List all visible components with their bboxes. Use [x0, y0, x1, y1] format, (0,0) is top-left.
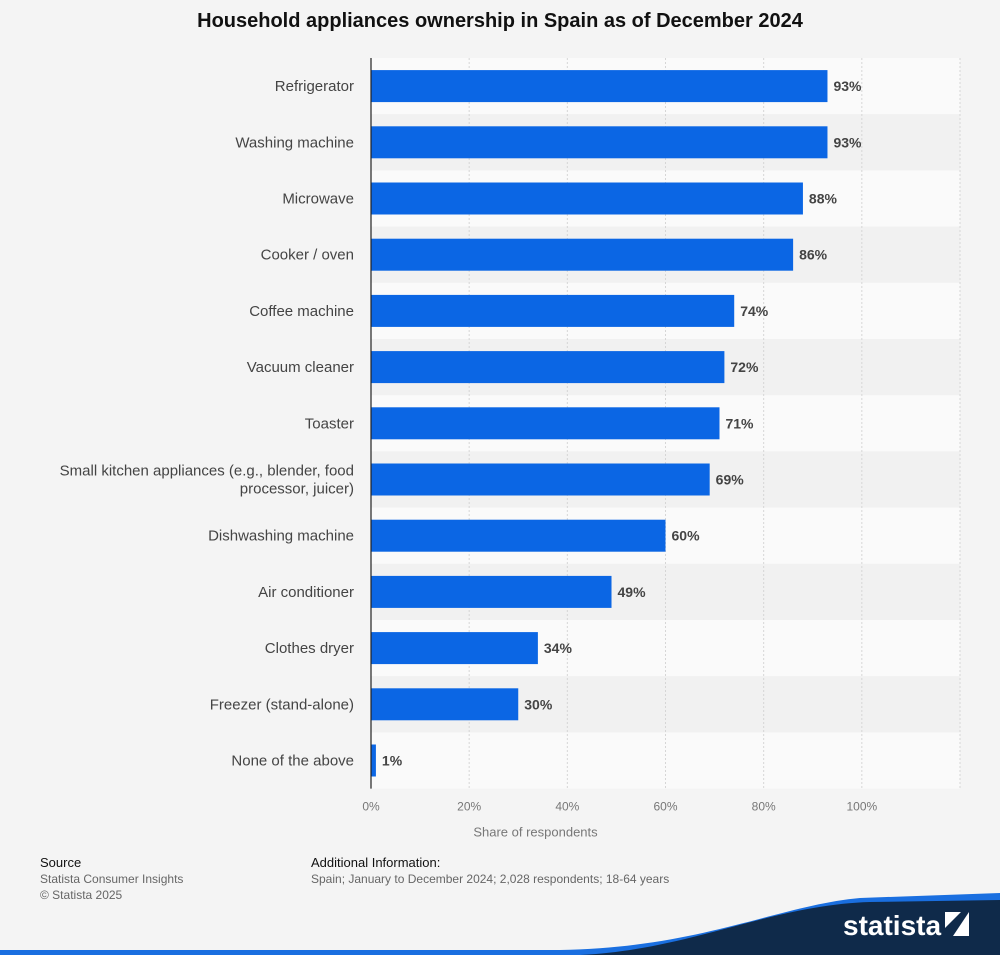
category-label: None of the above	[231, 753, 354, 770]
category-labels: Refrigerator Washing machine Microwave Cook…	[60, 78, 354, 769]
category-label: Refrigerator	[275, 78, 354, 95]
statista-logo-text[interactable]: statista	[843, 910, 941, 941]
value-label: 88%	[809, 191, 838, 207]
category-label: Freezer (stand-alone)	[210, 696, 354, 713]
category-label: Small kitchen appliances (e.g., blender,…	[60, 463, 354, 498]
additional-info-heading: Additional Information:	[311, 855, 441, 870]
x-tick-label: 20%	[457, 800, 481, 814]
value-label: 93%	[833, 134, 862, 150]
x-tick-label: 0%	[362, 800, 380, 814]
chart-title: Household appliances ownership in Spain …	[197, 10, 803, 32]
value-label: 1%	[382, 753, 403, 769]
additional-info-text: Spain; January to December 2024; 2,028 r…	[311, 872, 670, 886]
bar[interactable]	[371, 407, 720, 440]
value-label: 74%	[740, 303, 769, 319]
value-label: 49%	[618, 584, 647, 600]
bar[interactable]	[371, 294, 735, 327]
bar[interactable]	[371, 238, 794, 271]
x-tick-label: 80%	[752, 800, 776, 814]
source-heading: Source	[40, 855, 82, 870]
value-label: 60%	[672, 528, 701, 544]
bar[interactable]	[371, 463, 710, 496]
bar[interactable]	[371, 688, 519, 721]
value-label: 93%	[833, 78, 862, 94]
bar[interactable]	[371, 744, 376, 777]
category-label: Vacuum cleaner	[247, 359, 354, 376]
x-tick-label: 40%	[555, 800, 579, 814]
value-label: 30%	[524, 696, 553, 712]
source-line[interactable]: Statista Consumer Insights	[40, 872, 184, 886]
x-axis-label: Share of respondents	[473, 825, 598, 840]
value-label: 71%	[725, 415, 754, 431]
category-label: Dishwashing machine	[208, 528, 354, 545]
bar[interactable]	[371, 70, 828, 103]
value-label: 69%	[716, 472, 745, 488]
x-axis-ticks: 0% 20% 40% 60% 80% 100%	[362, 800, 877, 814]
statista-logo-icon[interactable]	[945, 912, 969, 936]
category-label: Toaster	[305, 415, 354, 432]
additional-info-block: Additional Information: Spain; January t…	[311, 855, 669, 887]
category-label: Washing machine	[235, 134, 354, 151]
copyright-line: © Statista 2025	[40, 888, 123, 902]
value-label: 34%	[544, 640, 573, 656]
x-tick-label: 60%	[653, 800, 677, 814]
category-label: Air conditioner	[258, 584, 354, 601]
bar[interactable]	[371, 351, 725, 384]
row-band	[371, 732, 960, 789]
value-labels: 93% 93% 88% 86% 74% 72% 71% 69% 60% 49% 34% 30% 1%	[382, 78, 862, 768]
category-label: Coffee machine	[249, 303, 354, 320]
bars	[371, 70, 828, 777]
bar[interactable]	[371, 126, 828, 159]
x-tick-label: 100%	[846, 800, 877, 814]
bar[interactable]	[371, 182, 803, 215]
bar[interactable]	[371, 575, 612, 608]
category-label: Microwave	[282, 191, 354, 208]
category-label: Clothes dryer	[265, 640, 354, 657]
source-block: Source Statista Consumer Insights © Stat…	[40, 855, 183, 903]
category-label: Cooker / oven	[261, 247, 354, 264]
value-label: 86%	[799, 247, 828, 263]
value-label: 72%	[730, 359, 759, 375]
bar[interactable]	[371, 632, 538, 665]
bar-chart: Refrigerator Washing machine Microwave Cook…	[60, 58, 961, 840]
bar[interactable]	[371, 519, 666, 552]
brand-wave	[580, 900, 1000, 955]
